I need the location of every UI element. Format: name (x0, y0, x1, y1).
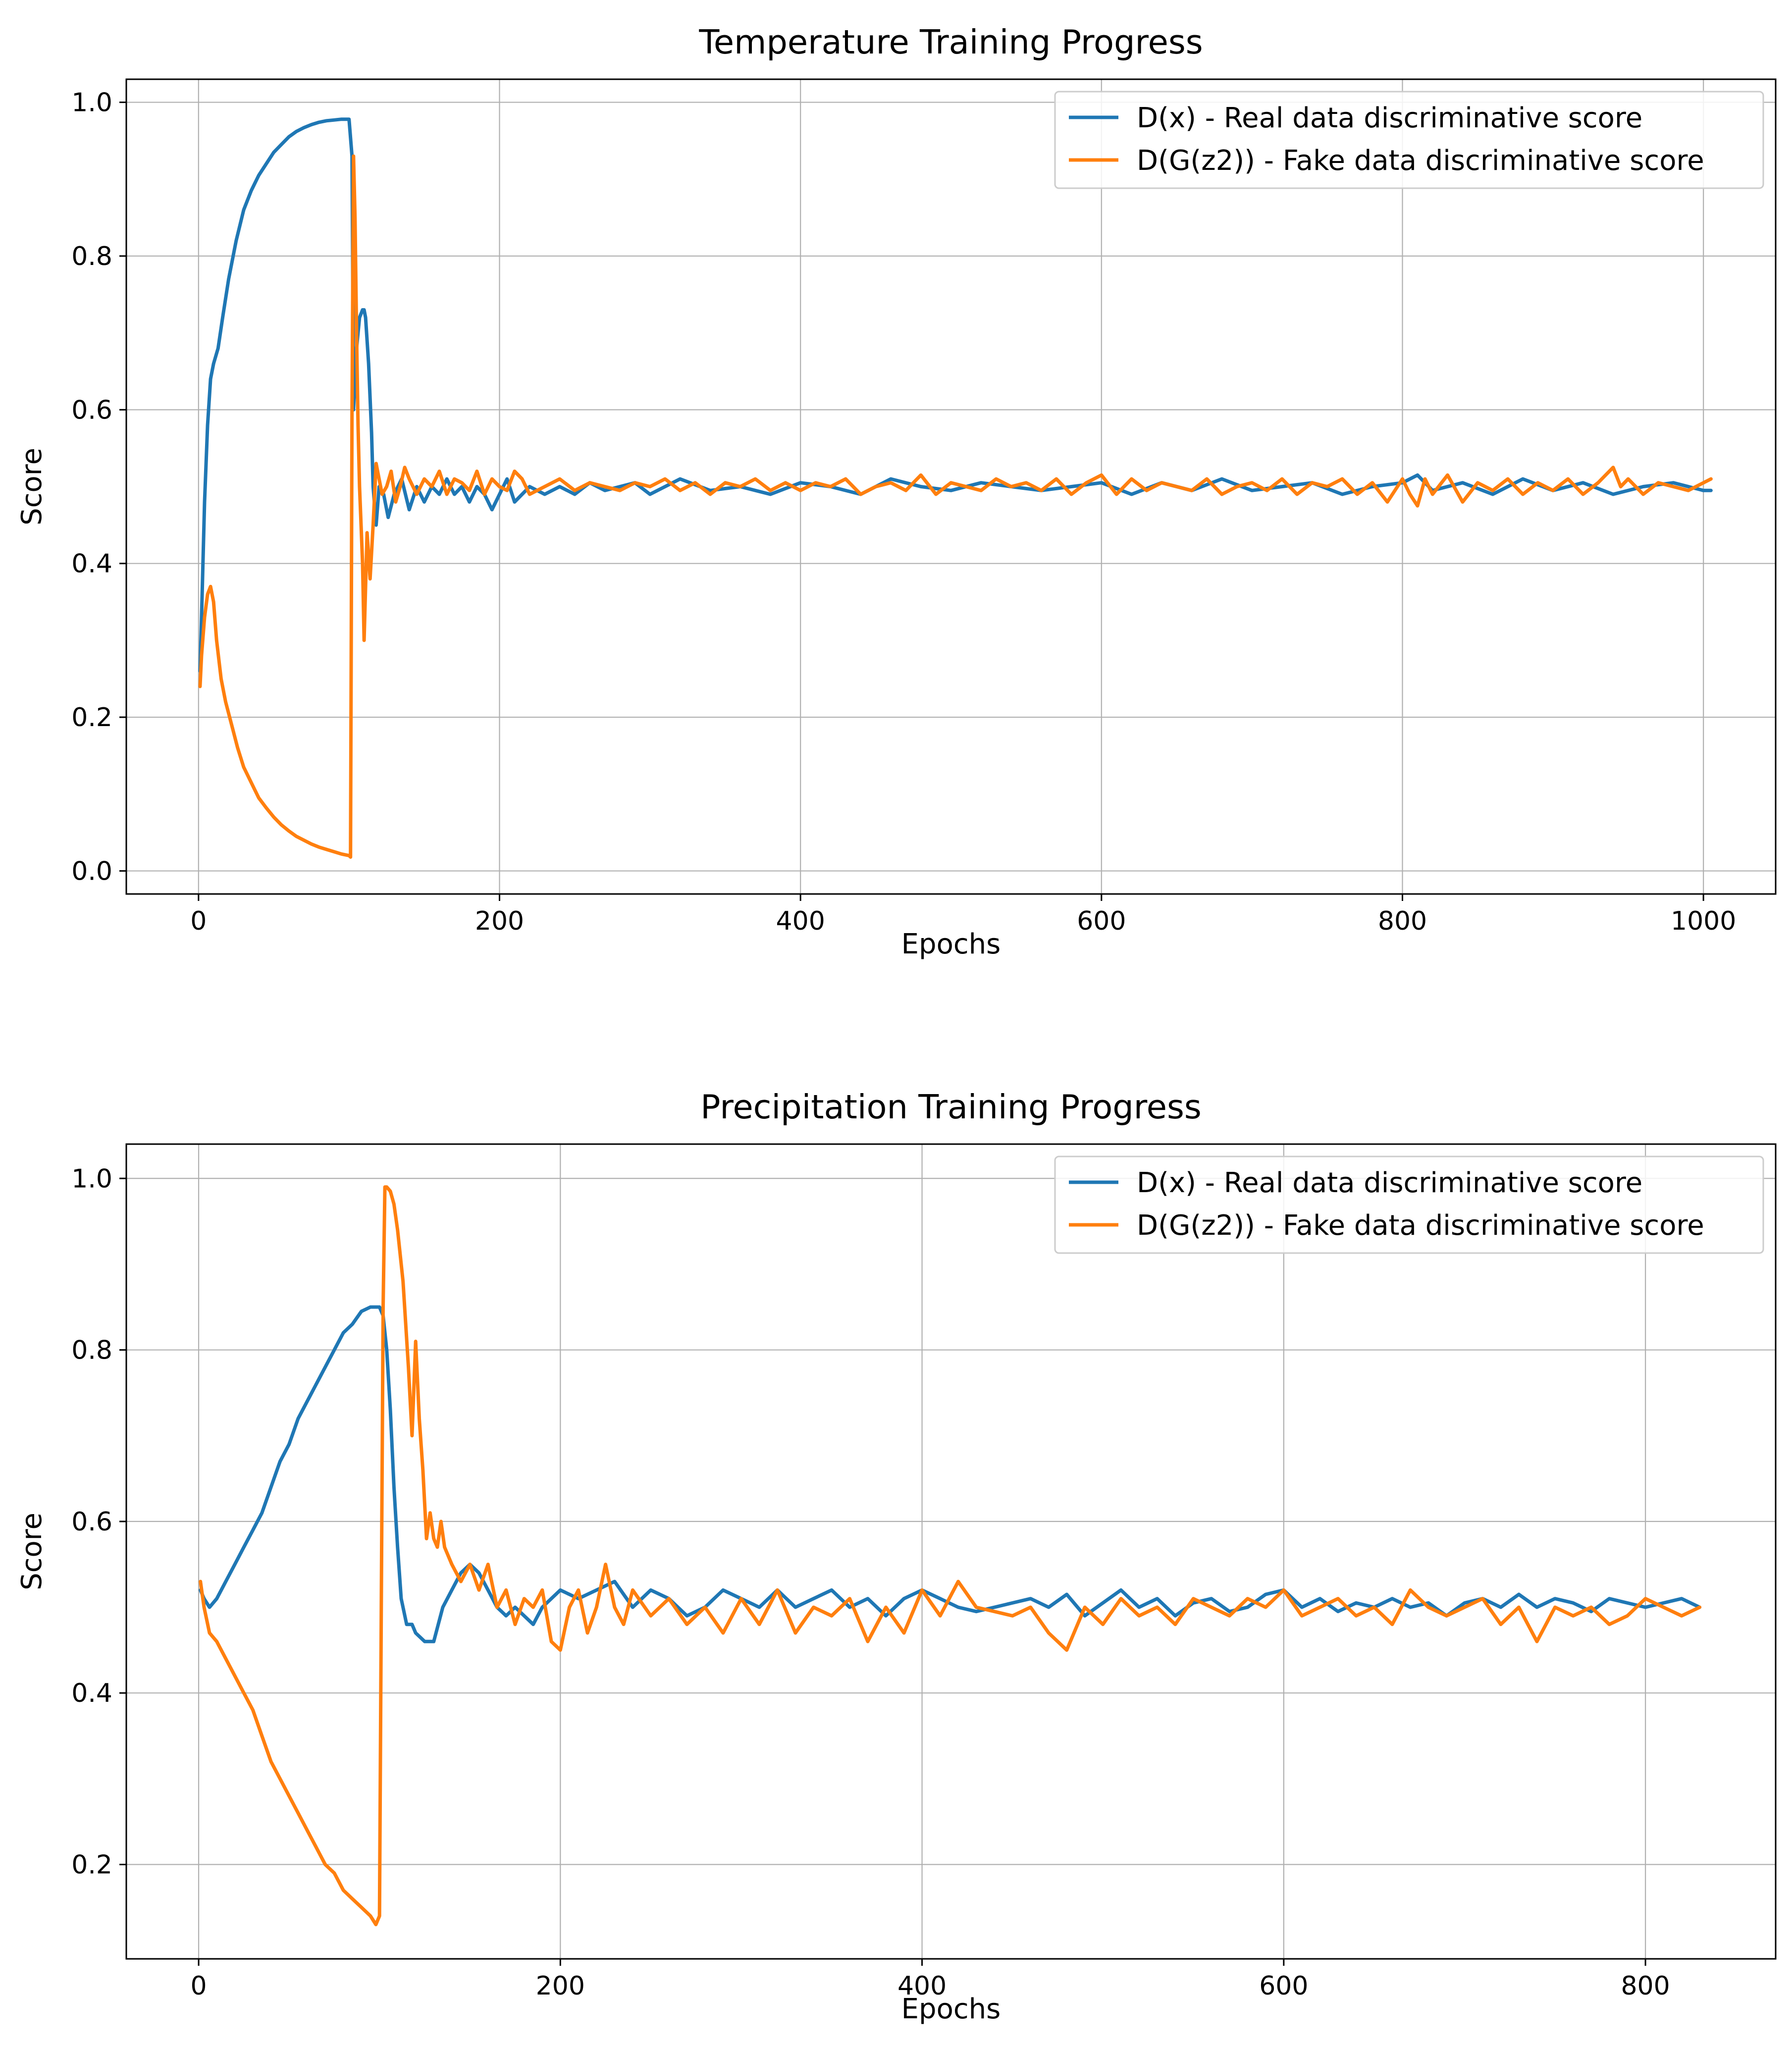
chart-title: Precipitation Training Progress (700, 1088, 1202, 1126)
y-tick-label: 0.6 (71, 395, 112, 425)
x-tick-label: 400 (897, 1971, 947, 2001)
legend: D(x) - Real data discriminative score D(G… (1054, 1155, 1764, 1254)
y-tick-label: 1.0 (71, 1164, 112, 1194)
x-tick-label: 800 (1378, 906, 1427, 936)
axes-frame (125, 1143, 1777, 1960)
y-tick-label: 0.2 (71, 703, 112, 733)
legend-label-real: D(x) - Real data discriminative score (1137, 1167, 1642, 1199)
x-tick-label: 0 (191, 1971, 207, 2001)
axes-frame (125, 78, 1777, 895)
y-tick-label: 0.2 (71, 1850, 112, 1880)
y-tick-label: 0.8 (71, 242, 112, 271)
y-tick-label: 0.4 (71, 549, 112, 579)
series-line-fake (199, 1185, 1702, 1927)
subplot-1: 0 200 400 600 800 1000 0.0 0.2 0.4 0.6 0.8 1.0 Tempe… (16, 23, 1777, 960)
x-tick-label: 400 (776, 906, 825, 936)
series-line-fake (198, 154, 1713, 859)
x-tick-label: 600 (1077, 906, 1126, 936)
x-axis-label: Epochs (901, 1993, 1001, 2025)
y-tick-label: 1.0 (71, 88, 112, 118)
y-tick-label: 0.0 (71, 856, 112, 886)
legend-label-fake: D(G(z2)) - Fake data discriminative scor… (1137, 1209, 1704, 1242)
x-tick-label: 1000 (1671, 906, 1736, 936)
subplot-2: 0 200 400 600 800 0.2 0.4 0.6 0.8 1.0 Precipitatio… (16, 1088, 1777, 2025)
legend-box (1054, 1155, 1764, 1254)
legend-label-fake: D(G(z2)) - Fake data discriminative scor… (1137, 145, 1704, 177)
x-axis-label: Epochs (901, 928, 1001, 960)
y-axis-label: Score (16, 1513, 48, 1590)
x-tick-label: 200 (475, 906, 524, 936)
x-tick-label: 200 (536, 1971, 585, 2001)
chart-title: Temperature Training Progress (698, 23, 1203, 61)
y-tick-label: 0.4 (71, 1679, 112, 1708)
x-tick-label: 800 (1621, 1971, 1670, 2001)
legend-box (1054, 91, 1764, 189)
x-tick-label: 0 (190, 906, 207, 936)
legend: D(x) - Real data discriminative score D(G… (1054, 91, 1764, 189)
series-line-real (199, 1305, 1702, 1643)
x-tick-label: 600 (1259, 1971, 1308, 2001)
legend-label-real: D(x) - Real data discriminative score (1137, 102, 1642, 134)
y-tick-label: 0.6 (71, 1507, 112, 1537)
y-tick-label: 0.8 (71, 1336, 112, 1365)
series-line-real (198, 117, 1713, 673)
y-axis-label: Score (16, 448, 48, 525)
